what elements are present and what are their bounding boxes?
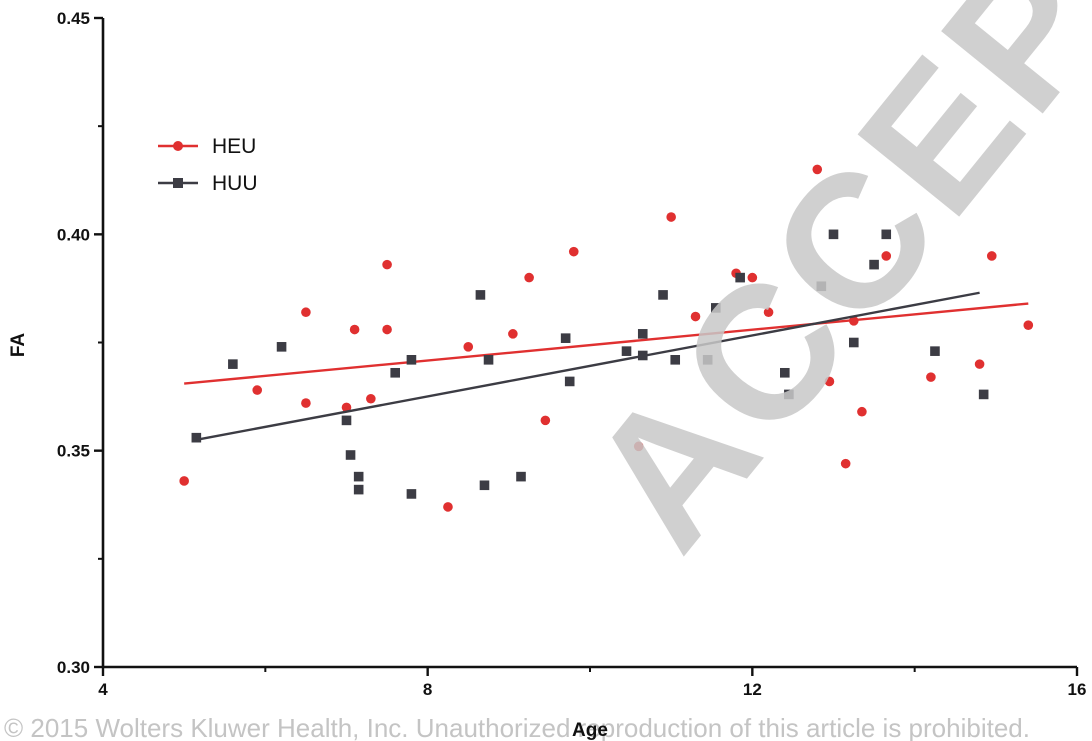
legend: HEU HUU [158, 135, 258, 195]
data-point-huu [658, 290, 668, 300]
data-point-heu [857, 406, 867, 417]
y-tick-label: 0.35 [57, 442, 90, 461]
data-point-heu [341, 402, 352, 413]
data-point-heu [1023, 320, 1034, 330]
data-point-heu [463, 342, 474, 352]
data-point-heu [633, 441, 644, 452]
legend-item-heu: HEU [158, 135, 256, 158]
data-point-heu [666, 212, 676, 222]
plot-area: 0.30 0.35 0.40 0.45 4 8 12 16 [57, 9, 1087, 699]
accepted-watermark: ACCEPTED [548, 0, 1092, 586]
legend-label-heu: HEU [212, 135, 256, 158]
data-point-huu [784, 389, 794, 400]
data-point-huu [406, 355, 417, 365]
data-point-heu [986, 251, 997, 261]
data-point-huu [711, 303, 721, 313]
x-tick-label: 4 [98, 680, 108, 699]
data-point-huu [930, 346, 940, 356]
y-axis-title: FA [8, 333, 29, 358]
data-point-huu [869, 259, 879, 270]
data-point-heu [824, 376, 835, 387]
data-point-heu [349, 324, 360, 335]
data-point-huu [516, 471, 526, 482]
data-point-heu [690, 311, 701, 322]
x-tick-label: 16 [1068, 680, 1087, 699]
data-point-huu [816, 281, 827, 292]
y-tick-label: 0.30 [57, 658, 90, 677]
x-tick-label: 8 [423, 680, 432, 699]
data-point-heu [252, 385, 263, 395]
data-point-huu [483, 355, 494, 365]
data-point-huu [780, 367, 790, 378]
data-point-huu [735, 272, 745, 283]
data-point-huu [276, 342, 287, 352]
data-point-huu [560, 333, 571, 343]
data-point-huu [475, 290, 486, 300]
data-point-heu [301, 398, 311, 408]
trend-line-heu [184, 302, 1029, 385]
x-tick-label: 12 [743, 680, 762, 699]
data-point-heu [301, 307, 311, 318]
data-point-huu [564, 376, 575, 387]
data-point-heu [568, 246, 579, 257]
data-point-huu [353, 484, 364, 495]
data-point-huu [341, 415, 352, 426]
data-point-heu [382, 324, 392, 335]
data-point-huu [228, 359, 238, 369]
legend-marker-heu [173, 141, 183, 151]
data-point-heu [881, 251, 892, 261]
data-point-huu [191, 432, 202, 443]
data-point-huu [621, 346, 632, 356]
data-point-huu [702, 355, 713, 365]
legend-item-huu: HUU [158, 172, 258, 195]
copyright-notice: © 2015 Wolters Kluwer Health, Inc. Unaut… [4, 713, 1030, 741]
data-point-heu [926, 372, 936, 382]
data-point-heu [179, 476, 189, 486]
y-tick-label: 0.45 [57, 9, 90, 28]
data-point-huu [978, 389, 989, 400]
data-point-heu [524, 272, 534, 283]
legend-marker-huu [173, 178, 183, 188]
data-point-huu [828, 229, 839, 240]
data-point-huu [881, 229, 892, 240]
data-point-heu [540, 415, 551, 426]
data-point-huu [353, 471, 364, 482]
data-point-huu [345, 450, 356, 460]
legend-label-huu: HUU [212, 172, 258, 195]
data-point-heu [382, 259, 392, 270]
data-point-huu [406, 489, 417, 499]
data-point-huu [670, 355, 681, 365]
data-point-heu [840, 458, 851, 469]
data-point-huu [848, 337, 859, 348]
data-point-heu [763, 307, 774, 318]
data-point-heu [747, 272, 758, 283]
y-tick-label: 0.40 [57, 225, 90, 244]
data-point-huu [637, 329, 648, 339]
x-axis-title: Age [572, 720, 608, 741]
trend-line-huu [196, 291, 980, 442]
data-point-heu [443, 502, 453, 512]
data-point-heu [812, 164, 823, 175]
data-point-heu [974, 359, 985, 369]
data-point-huu [390, 367, 400, 378]
data-point-heu [366, 393, 376, 404]
data-point-huu [479, 480, 490, 491]
data-point-heu [508, 329, 518, 339]
